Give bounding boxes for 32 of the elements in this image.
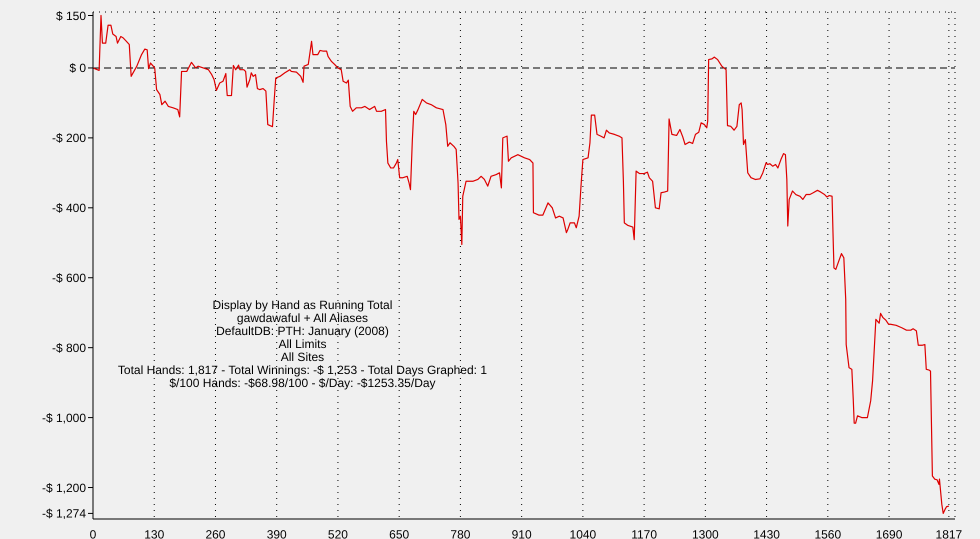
x-tick-label: 1560: [814, 528, 842, 539]
y-tick-label: -$ 800: [52, 340, 86, 355]
x-tick-label: 1170: [631, 528, 658, 539]
x-tick-label: 1040: [570, 528, 597, 539]
annotation: Display by Hand as Running Total: [212, 298, 394, 312]
x-tick-label: 520: [328, 528, 348, 539]
annotation: DefaultDB: PTH: January (2008): [215, 324, 390, 338]
x-tick-label: 1690: [876, 528, 903, 539]
x-tick-label: 1300: [692, 528, 720, 539]
annotation: gawdawaful + All Aliases: [236, 310, 369, 325]
y-tick-label: -$ 1,274: [42, 506, 86, 521]
y-tick-label: $ 0: [69, 61, 86, 76]
line-series: [93, 14, 950, 514]
x-tick-label: 1430: [753, 528, 780, 539]
x-tick-label: 780: [450, 528, 471, 539]
y-tick-label: -$ 1,200: [42, 480, 86, 495]
x-tick-label: 0: [90, 528, 97, 539]
y-tick-label: -$ 1,000: [42, 410, 86, 425]
x-tick-label: 390: [266, 528, 288, 539]
annotation: Total Hands: 1,817 - Total Winnings: -$ 1,253 - Total Days Graphed: 1: [116, 362, 488, 377]
y-tick-label: -$ 600: [52, 271, 86, 285]
x-tick-label: 910: [512, 528, 532, 539]
annotation: All Sites: [280, 350, 326, 364]
x-tick-label: 130: [144, 528, 165, 539]
y-tick-label: $ 150: [56, 8, 86, 23]
annotation: $/100 Hands: -$68.98/100 - $/Day: -$1253.35/Day: [168, 376, 436, 390]
x-tick-label: 260: [205, 528, 226, 539]
x-tick-label: 1817: [936, 528, 963, 539]
y-tick-label: -$ 200: [52, 131, 86, 146]
y-tick-label: -$ 400: [52, 201, 86, 216]
x-tick-label: 650: [389, 528, 410, 539]
annotation: All Limits: [277, 336, 326, 351]
